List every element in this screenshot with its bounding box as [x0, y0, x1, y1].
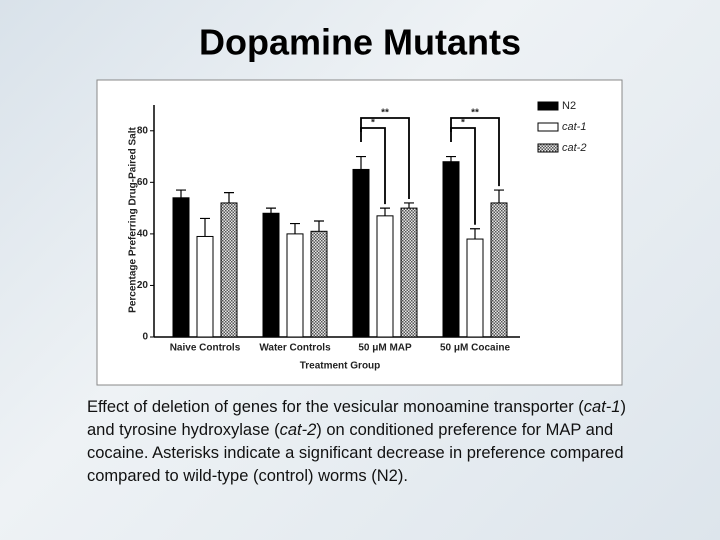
error-bar — [470, 228, 480, 240]
error-bar — [200, 217, 210, 237]
caption: Effect of deletion of genes for the vesi… — [87, 396, 647, 488]
x-axis-label: Treatment Group — [300, 361, 381, 372]
legend-label: N2 — [562, 100, 576, 112]
significance-label: ** — [381, 108, 389, 119]
caption-text: ) and tyrosine hydroxylase ( — [87, 398, 626, 439]
x-tick-label: 50 μM MAP — [358, 343, 412, 354]
legend-swatch — [537, 122, 559, 132]
x-tick-label: 50 μM Cocaine — [440, 343, 510, 354]
error-bar — [380, 207, 390, 216]
bar — [376, 215, 394, 338]
caption-text: Effect of deletion of genes for the vesi… — [87, 398, 584, 416]
significance-label: * — [461, 118, 465, 129]
error-bar — [176, 189, 186, 198]
significance-bracket — [360, 117, 410, 199]
error-bar — [314, 220, 324, 232]
bar — [262, 212, 280, 338]
error-bar — [224, 192, 234, 203]
legend-label: cat-2 — [562, 142, 586, 154]
error-bar — [290, 222, 300, 234]
slide-title: Dopamine Mutants — [199, 22, 521, 63]
x-tick-label: Naive Controls — [170, 343, 241, 354]
bar — [286, 233, 304, 338]
y-axis-label: Percentage Preferring Drug-Paired Salt — [128, 127, 139, 313]
y-tick-label: 20 — [137, 280, 149, 291]
error-bar — [446, 155, 456, 162]
legend-label: cat-1 — [562, 121, 586, 133]
bar — [442, 161, 460, 338]
bar — [466, 238, 484, 338]
caption-text: cat-2 — [279, 421, 317, 439]
significance-bracket — [360, 127, 386, 205]
legend-swatch — [537, 101, 559, 111]
error-bar — [404, 202, 414, 209]
y-tick-label: 40 — [137, 229, 149, 240]
bar — [220, 202, 238, 338]
legend-swatch — [537, 143, 559, 153]
bar — [196, 235, 214, 338]
bar — [400, 207, 418, 338]
bar — [490, 202, 508, 338]
y-tick-label: 0 — [142, 332, 148, 343]
significance-label: ** — [471, 108, 479, 119]
bar — [352, 168, 370, 338]
error-bar — [494, 189, 504, 203]
y-tick-label: 60 — [137, 177, 149, 188]
error-bar — [356, 155, 366, 170]
error-bar — [266, 207, 276, 214]
y-tick-label: 80 — [137, 125, 149, 136]
bar — [310, 230, 328, 338]
significance-label: * — [371, 118, 375, 129]
significance-bracket — [450, 117, 500, 187]
significance-bracket — [450, 127, 476, 225]
x-tick-label: Water Controls — [259, 343, 331, 354]
caption-text: cat-1 — [583, 398, 621, 416]
bar — [172, 197, 190, 338]
caption-text: ) on conditioned preference for MAP and … — [87, 421, 624, 485]
